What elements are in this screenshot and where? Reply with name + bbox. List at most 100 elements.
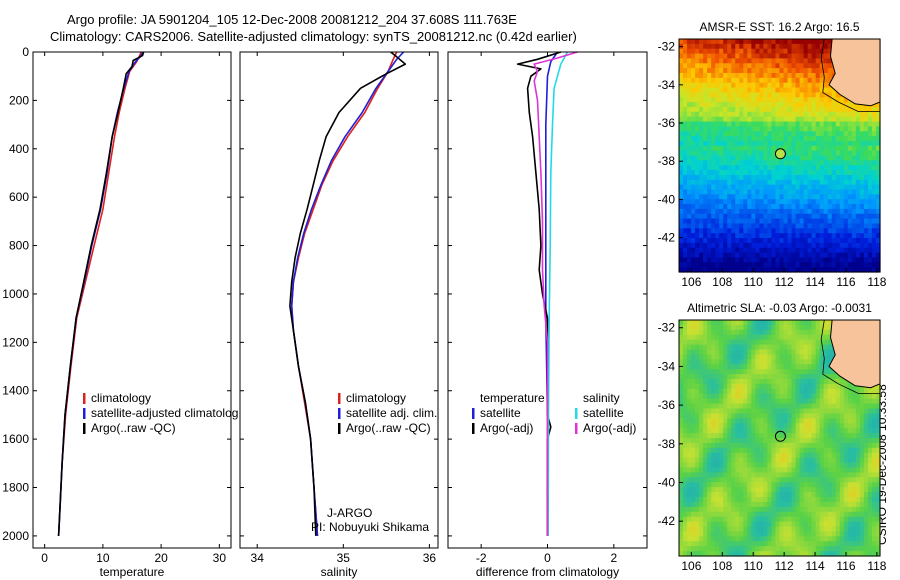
map-cell <box>819 334 825 341</box>
map-cell <box>679 472 684 478</box>
map-cell <box>755 204 760 210</box>
map-cell <box>827 497 833 503</box>
map-y-tick-label: -32 <box>658 40 676 54</box>
map-cell <box>727 228 732 234</box>
series-line-difference-3 <box>533 51 578 536</box>
map-cell <box>875 531 881 537</box>
map-cell <box>787 126 793 132</box>
map-cell <box>699 511 704 518</box>
map-y-tick-label: -42 <box>658 231 676 245</box>
map-cell <box>723 418 728 424</box>
map-cell <box>767 204 773 210</box>
map-cell <box>831 492 837 498</box>
map-cell <box>811 551 817 557</box>
map-cell <box>727 131 732 137</box>
map-cell <box>783 374 789 380</box>
map-cell <box>727 393 732 400</box>
map-cell <box>859 413 865 419</box>
map-cell <box>811 262 817 268</box>
map-cell <box>819 506 825 513</box>
map-cell <box>735 204 740 210</box>
map-cell <box>699 247 704 254</box>
map-cell <box>811 140 817 147</box>
map-cell <box>811 174 817 181</box>
map-cell <box>747 213 752 220</box>
map-cell <box>703 506 708 513</box>
map-cell <box>767 374 773 380</box>
map-cell <box>795 492 801 498</box>
map-cell <box>791 102 797 108</box>
map-cell <box>727 145 732 152</box>
map-cell <box>875 413 881 419</box>
map-cell <box>783 541 789 547</box>
map-cell <box>703 189 708 195</box>
map-cell <box>803 369 809 375</box>
map-cell <box>787 438 793 444</box>
map-cell <box>715 145 720 152</box>
map-cell <box>779 77 785 84</box>
map-cell <box>691 233 696 239</box>
map-cell <box>771 116 777 123</box>
map-cell <box>835 492 841 498</box>
map-cell <box>835 531 841 537</box>
map-cell <box>851 526 857 533</box>
map-cell <box>727 492 732 498</box>
map-cell <box>723 145 728 152</box>
map-cell <box>695 433 700 439</box>
map-cell <box>779 48 785 55</box>
map-cell <box>735 477 740 483</box>
map-cell <box>819 106 825 113</box>
map-cell <box>767 334 773 341</box>
map-cell <box>811 447 817 454</box>
map-cell <box>835 497 841 503</box>
map-cell <box>711 418 716 424</box>
map-cell <box>807 43 813 50</box>
map-cell <box>875 131 881 137</box>
map-cell <box>803 354 809 360</box>
map-cell <box>771 511 777 518</box>
map-cell <box>723 111 728 118</box>
map-cell <box>763 447 769 454</box>
map-cell <box>683 160 688 166</box>
map-cell <box>735 324 740 331</box>
map-cell <box>683 204 688 210</box>
map-cell <box>775 131 781 137</box>
map-cell <box>863 213 869 220</box>
map-cell <box>731 92 736 98</box>
map-cell <box>803 97 809 103</box>
map-cell <box>727 189 732 195</box>
map-cell <box>807 447 813 454</box>
map-cell <box>695 116 700 123</box>
map-cell <box>791 418 797 424</box>
map-cell <box>763 374 769 380</box>
map-cell <box>807 379 813 385</box>
map-cell <box>847 204 853 210</box>
map-cell <box>719 320 724 326</box>
map-cell <box>839 257 845 263</box>
map-cell <box>803 116 809 123</box>
map-cell <box>703 472 708 478</box>
map-cell <box>783 477 789 483</box>
map-cell <box>807 457 813 464</box>
map-cell <box>687 72 692 79</box>
map-cell <box>731 462 736 469</box>
map-cell <box>831 257 837 263</box>
map-cell <box>743 369 748 375</box>
map-cell <box>743 393 748 400</box>
map-cell <box>771 462 777 469</box>
map-cell <box>727 526 732 533</box>
map-cell <box>715 344 720 351</box>
map-cell <box>679 536 684 542</box>
map-cell <box>687 218 692 225</box>
map-cell <box>707 423 712 429</box>
map-cell <box>711 477 716 483</box>
map-cell <box>831 511 837 518</box>
map-cell <box>695 447 700 454</box>
map-cell <box>775 72 781 79</box>
map-cell <box>819 492 825 498</box>
map-cell <box>835 228 841 234</box>
map-cell <box>807 442 813 449</box>
map-cell <box>763 329 769 336</box>
map-cell <box>791 131 797 137</box>
map-cell <box>839 228 845 234</box>
